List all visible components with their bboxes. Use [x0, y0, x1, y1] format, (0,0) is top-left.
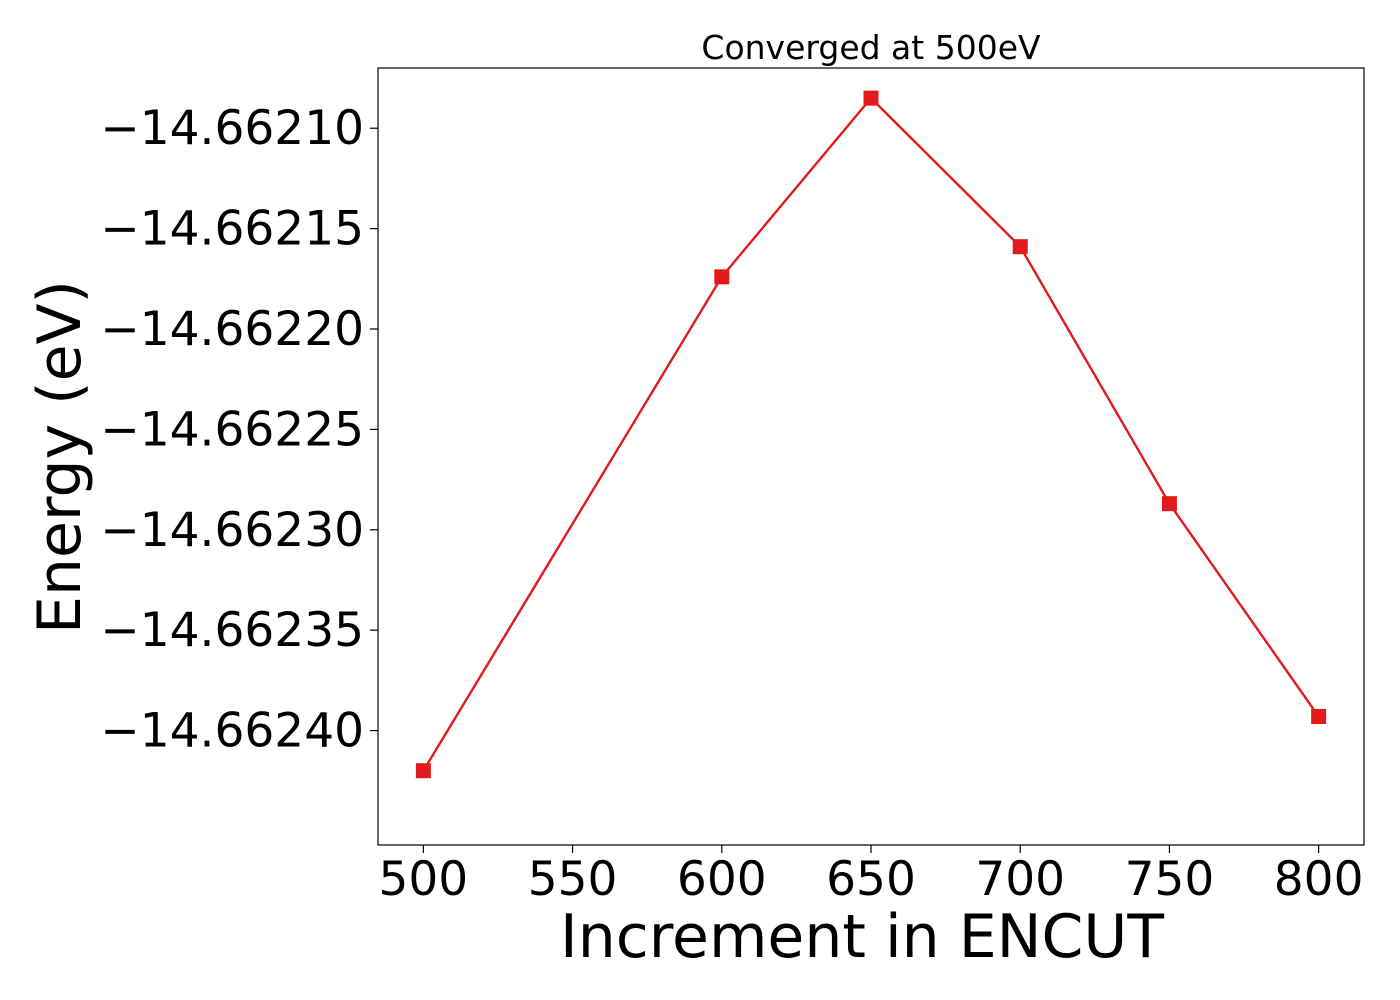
data-point — [1012, 239, 1028, 255]
x-axis-ticks: 500 550 600 650 700 750 800 — [379, 845, 1364, 907]
chart-title: Converged at 500eV — [701, 28, 1041, 67]
data-point — [714, 269, 730, 285]
y-tick-label: −14.66225 — [100, 402, 364, 457]
x-tick-label: 500 — [379, 852, 469, 907]
y-axis-label: Energy (eV) — [25, 280, 95, 634]
y-tick-label: −14.66210 — [100, 101, 364, 156]
data-point — [1311, 709, 1327, 725]
y-axis-ticks: −14.66210 −14.66215 −14.66220 −14.66225 −14.… — [100, 101, 378, 759]
x-tick-label: 700 — [975, 852, 1065, 907]
y-tick-label: −14.66230 — [100, 503, 364, 558]
x-tick-label: 650 — [826, 852, 916, 907]
data-point — [863, 90, 879, 106]
series-line — [422, 96, 1320, 772]
data-point — [1161, 496, 1177, 512]
x-tick-label: 600 — [677, 852, 767, 907]
plot-area-frame — [377, 67, 1365, 846]
y-tick-label: −14.66215 — [100, 202, 364, 257]
x-axis-label: Increment in ENCUT — [560, 902, 1164, 972]
y-tick-label: −14.66240 — [100, 704, 364, 759]
x-tick-label: 800 — [1274, 852, 1364, 907]
y-tick-label: −14.66220 — [100, 302, 364, 357]
x-tick-label: 750 — [1125, 852, 1215, 907]
series-layer — [415, 90, 1327, 779]
x-tick-label: 550 — [528, 852, 618, 907]
y-tick-label: −14.66235 — [100, 603, 364, 658]
data-point — [415, 763, 431, 779]
